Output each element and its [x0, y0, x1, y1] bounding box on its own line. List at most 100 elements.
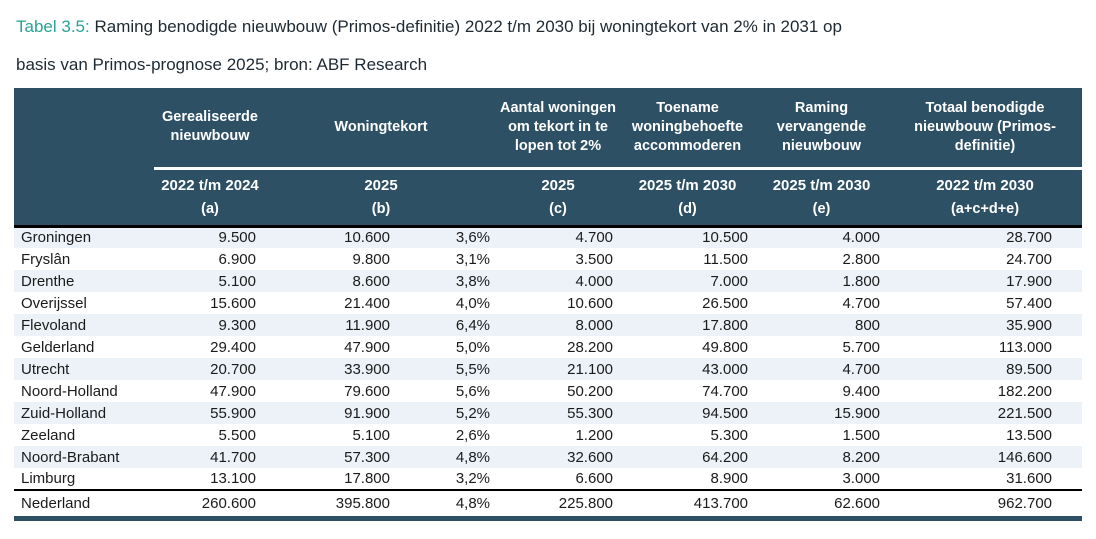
period-a: 2022 t/m 2024: [154, 168, 266, 198]
col-header-gerealiseerde-nieuwbouw: Gerealiseerde nieuwbouw: [154, 88, 266, 170]
cell-d: 17.800: [620, 314, 756, 336]
letter-a: (a): [154, 198, 266, 228]
cell-total: 89.500: [888, 358, 1083, 380]
period-b: 2025: [266, 168, 497, 198]
cell-e: 1.500: [842, 426, 881, 444]
cell-e: 4.000: [755, 226, 889, 248]
cell-d: 26.500: [702, 294, 749, 312]
cell-c: 6.600: [575, 470, 614, 487]
cell-d: 43.000: [620, 358, 756, 380]
total-cell-b-pct: 4,8%: [398, 489, 497, 521]
period-e: 2025 t/m 2030: [755, 168, 889, 198]
table-row-noord-holland: Noord-Holland 47.900 79.600 5,6% 50.200 74.70…: [14, 380, 1082, 402]
table-row-zuid-holland: Zuid-Holland 55.900 91.900 5,2% 55.300 94.500…: [14, 402, 1083, 424]
cell-b_pct: 3,6%: [398, 226, 497, 248]
table-row-utrecht: Utrecht 20.700 33.900 5,5% 21.100 43.000 4.700…: [14, 358, 1083, 380]
cell-a: 41.700: [154, 446, 266, 468]
cell-total: 13.500: [1006, 426, 1053, 444]
cell-total: 146.600: [888, 446, 1083, 468]
cell-b_pct: 4,8%: [398, 446, 497, 468]
cell-e: 8.200: [755, 446, 889, 468]
cell-b: 10.600: [266, 226, 398, 248]
region-name: Overijssel: [21, 294, 87, 312]
total-region-name: Nederland: [14, 489, 154, 521]
table-row-overijssel: Overijssel 15.600 21.400 4,0% 10.600 26.500 4.…: [14, 292, 1082, 314]
cell-c: 1.200: [575, 426, 614, 444]
cell-b: 21.400: [344, 294, 390, 312]
table-caption: Tabel 3.5: Raming benodigde nieuwbouw (P…: [16, 8, 1084, 84]
cell-d: 11.500: [703, 250, 749, 268]
total-cell-b: 395.800: [266, 489, 398, 521]
header-letter-row: (a) (b) (c) (d) (e) (a+c+d+e): [14, 198, 1083, 228]
cell-total: 57.400: [1006, 294, 1053, 312]
cell-d: 74.700: [702, 382, 749, 400]
total-cell-e: 62.600: [755, 489, 889, 521]
table-header: Gerealiseerde nieuwbouw Woningtekort Aan…: [14, 88, 1083, 228]
cell-a: 20.700: [154, 358, 266, 380]
cell-e: 800: [755, 314, 889, 336]
cell-d: 10.500: [620, 226, 756, 248]
col-header-woningtekort: Woningtekort: [266, 88, 497, 170]
cell-c: 55.300: [496, 402, 621, 424]
table-row-gelderland: Gelderland 29.400 47.900 5,0% 28.200 49.800 5.…: [14, 336, 1082, 358]
cell-e: 4.700: [755, 358, 889, 380]
cell-b_pct: 3,2%: [455, 470, 491, 487]
cell-b: 91.900: [266, 402, 398, 424]
cell-b: 79.600: [344, 382, 390, 400]
table-caption-label: Tabel 3.5:: [16, 17, 90, 36]
cell-b_pct: 5,6%: [455, 382, 491, 400]
cell-c: 32.600: [496, 446, 621, 468]
cell-b: 11.900: [266, 314, 398, 336]
cell-b: 9.800: [352, 250, 390, 268]
cell-e: 1.800: [755, 270, 889, 292]
cell-a: 9.500: [154, 226, 266, 248]
table-row-frysln: Fryslân 6.900 9.800 3,1% 3.500 11.500 2.800 24.…: [14, 248, 1082, 270]
cell-b_pct: 5,5%: [398, 358, 497, 380]
region-name: Noord-Brabant: [14, 446, 154, 468]
total-cell-d: 413.700: [620, 489, 756, 521]
period-total: 2022 t/m 2030: [888, 168, 1083, 198]
cell-c: 4.700: [496, 226, 621, 248]
region-name: Gelderland: [21, 338, 95, 356]
letter-e: (e): [755, 198, 889, 228]
cell-total: 28.700: [888, 226, 1083, 248]
cell-d: 94.500: [620, 402, 756, 424]
col-header-aantal-woningen: Aantal woningen om tekort in te lopen to…: [496, 88, 621, 170]
cell-b_pct: 2,6%: [455, 426, 491, 444]
cell-a: 5.100: [154, 270, 266, 292]
housing-forecast-table: Gerealiseerde nieuwbouw Woningtekort Aan…: [14, 88, 1083, 521]
cell-b_pct: 5,0%: [455, 338, 491, 356]
col-header-toename-woningbehoefte: Toename woningbehoefte accommoderen: [620, 88, 756, 170]
cell-b: 57.300: [266, 446, 398, 468]
cell-c: 8.000: [496, 314, 621, 336]
region-name: Fryslân: [21, 250, 71, 268]
table-row-drenthe: Drenthe 5.100 8.600 3,8% 4.000 7.000 1.800 17.9…: [14, 270, 1083, 292]
total-cell-total: 962.700: [888, 489, 1083, 521]
cell-c: 50.200: [567, 382, 614, 400]
cell-a: 5.500: [218, 426, 256, 444]
cell-b_pct: 6,4%: [398, 314, 497, 336]
region-column-header: [14, 88, 154, 168]
cell-e: 3.000: [842, 470, 881, 487]
cell-e: 9.400: [842, 382, 881, 400]
letter-b: (b): [266, 198, 497, 228]
region-name: Flevoland: [14, 314, 154, 336]
cell-c: 3.500: [575, 250, 614, 268]
region-name: Zuid-Holland: [14, 402, 154, 424]
cell-total: 221.500: [888, 402, 1083, 424]
cell-d: 49.800: [702, 338, 749, 356]
cell-c: 4.000: [496, 270, 621, 292]
cell-a: 15.600: [210, 294, 256, 312]
cell-d: 8.900: [710, 470, 749, 487]
cell-total: 113.000: [998, 338, 1053, 356]
cell-d: 64.200: [620, 446, 756, 468]
region-name: Drenthe: [14, 270, 154, 292]
cell-a: 13.100: [210, 470, 256, 487]
cell-a: 9.300: [154, 314, 266, 336]
cell-e: 2.800: [842, 250, 881, 268]
cell-total: 182.200: [997, 382, 1053, 400]
period-c: 2025: [496, 168, 621, 198]
letter-c: (c): [496, 198, 621, 228]
header-period-row: 2022 t/m 2024 2025 2025 2025 t/m 2030 20…: [14, 168, 1083, 198]
cell-e: 5.700: [842, 338, 881, 356]
